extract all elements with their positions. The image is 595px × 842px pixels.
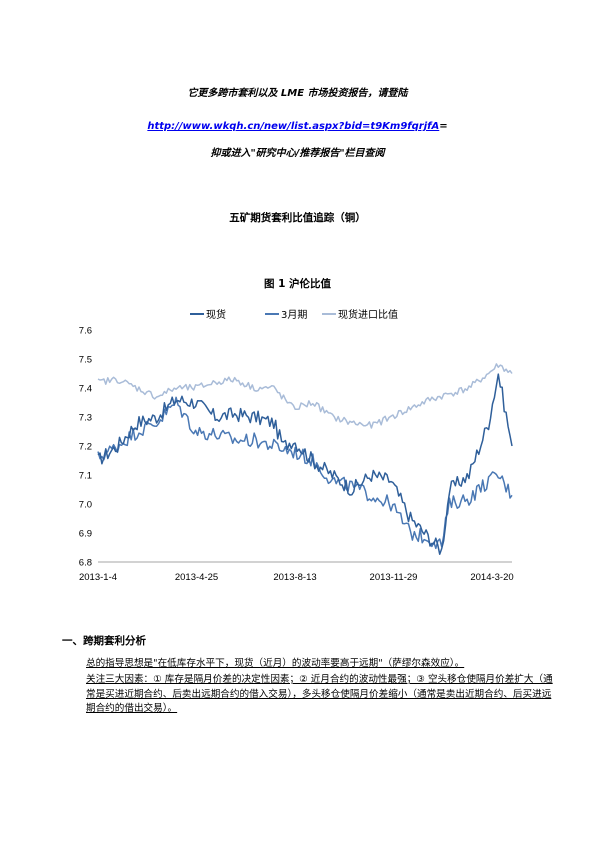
legend-label: 现货进口比值 bbox=[338, 308, 398, 321]
report-link-line: http://www.wkqh.cn/new/list.aspx?bid=t9K… bbox=[0, 114, 595, 133]
y-tick-label: 7.0 bbox=[79, 500, 92, 511]
section-1-para-1: 总的指导思想是"在低库存水平下，现货（近月）的波动率要高于远期"（萨缪尔森效应）… bbox=[62, 657, 556, 672]
section-1-para-2: 关注三大因素：① 库存是隔月价差的决定性因素；② 近月合约的波动性最强；③ 空头… bbox=[62, 673, 556, 717]
legend-label: 3月期 bbox=[281, 309, 307, 321]
section-1-para-1-text: 总的指导思想是"在低库存水平下，现货（近月）的波动率要高于远期"（萨缪尔森效应）… bbox=[86, 658, 465, 669]
section-1-para-2-text: 关注三大因素：① 库存是隔月价差的决定性因素；② 近月合约的波动性最强；③ 空头… bbox=[86, 674, 553, 714]
y-tick-label: 7.2 bbox=[79, 442, 92, 453]
legend-label: 现货 bbox=[206, 308, 226, 321]
x-tick-label: 2013-1-4 bbox=[79, 572, 117, 583]
series-line bbox=[97, 396, 513, 550]
promo-line-3: 抑或进入"研究中心/推荐报告"栏目查阅 bbox=[210, 148, 385, 159]
y-tick-label: 6.9 bbox=[79, 529, 92, 540]
section-1-title: 一、跨期套利分析 bbox=[62, 635, 146, 647]
y-tick-label: 6.8 bbox=[79, 558, 92, 569]
y-tick-label: 7.3 bbox=[79, 413, 92, 424]
ratio-chart: 7.6 7.5 7.4 7.3 7.2 7.1 7.0 6.9 6.8 2013-1-4 2013-… bbox=[60, 300, 530, 600]
x-tick-label: 2014-3-20 bbox=[470, 572, 513, 583]
y-tick-label: 7.6 bbox=[79, 326, 92, 337]
series-line bbox=[97, 373, 513, 555]
figure-caption: 图 1 沪伦比值 bbox=[263, 278, 332, 290]
y-tick-label: 7.4 bbox=[79, 384, 92, 395]
promo-line-1: 它更多跨市套利以及 LME 市场投资报告，请登陆 bbox=[187, 88, 408, 99]
y-tick-label: 7.1 bbox=[79, 471, 92, 482]
x-tick-label: 2013-11-29 bbox=[370, 572, 418, 583]
doc-title: 五矿期货套利比值追踪（铜） bbox=[229, 212, 366, 224]
x-tick-label: 2013-8-13 bbox=[273, 572, 316, 583]
x-tick-label: 2013-4-25 bbox=[175, 572, 218, 583]
ratio-chart-svg: 7.6 7.5 7.4 7.3 7.2 7.1 7.0 6.9 6.8 2013-1-4 2013-… bbox=[79, 308, 514, 583]
y-tick-label: 7.5 bbox=[79, 355, 92, 366]
link-suffix: = bbox=[439, 121, 448, 132]
report-link[interactable]: http://www.wkqh.cn/new/list.aspx?bid=t9K… bbox=[147, 121, 440, 132]
series-line bbox=[97, 363, 513, 429]
